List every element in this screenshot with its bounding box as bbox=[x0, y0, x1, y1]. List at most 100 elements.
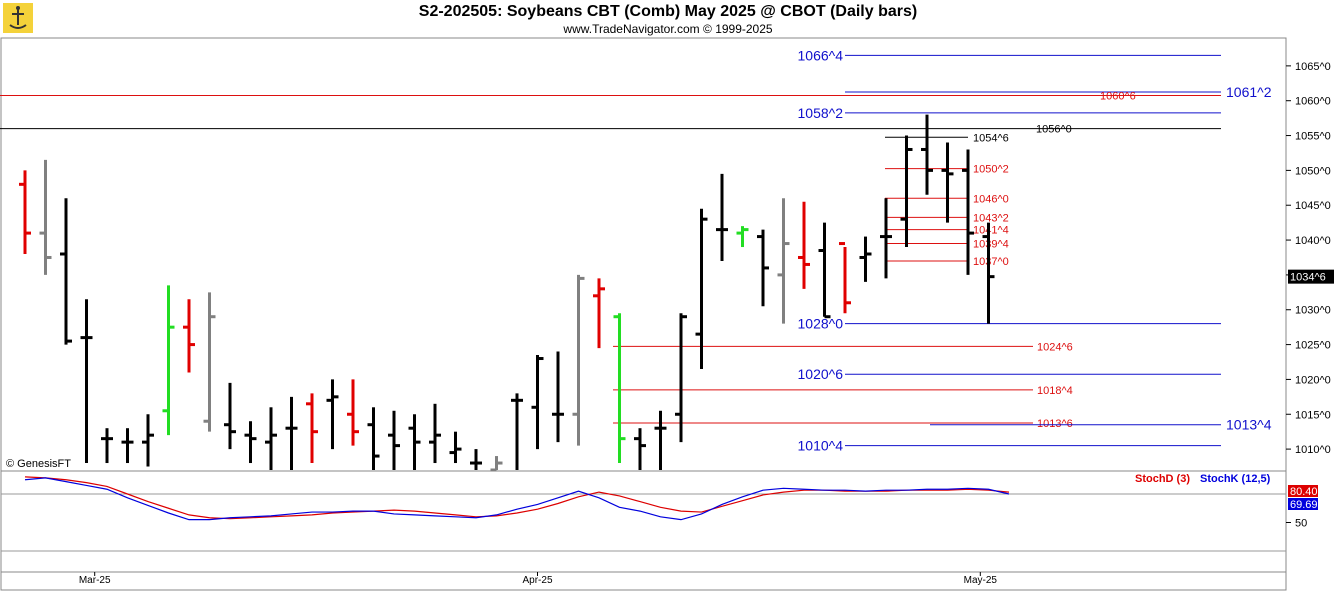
level-label: 1018^4 bbox=[1037, 385, 1073, 397]
last-price-box bbox=[1288, 269, 1334, 284]
price-tick-label: 1020^0 bbox=[1295, 374, 1331, 386]
level-label: 1046^0 bbox=[973, 193, 1009, 205]
ohlc-bar bbox=[224, 382, 236, 450]
stochd-legend: StochD (3) bbox=[1135, 473, 1190, 485]
level-label: 1020^6 bbox=[798, 366, 844, 382]
ohlc-bar bbox=[593, 278, 605, 349]
level-label: 1060^6 bbox=[1100, 90, 1136, 102]
ohlc-bar bbox=[962, 149, 974, 275]
ohlc-bar bbox=[552, 351, 564, 443]
stochd-value: 80.40 bbox=[1290, 486, 1318, 498]
ohlc-bar bbox=[941, 142, 954, 223]
ohlc-bar bbox=[80, 299, 93, 464]
ohlc-bar bbox=[490, 456, 503, 472]
date-tick-label: Apr-25 bbox=[522, 575, 552, 586]
ohlc-bar bbox=[121, 428, 134, 464]
ohlc-bar bbox=[921, 114, 933, 195]
level-label: 1050^2 bbox=[973, 164, 1009, 176]
stochk-value: 69.69 bbox=[1290, 499, 1318, 511]
ohlc-bar bbox=[326, 379, 339, 450]
ohlc-bar bbox=[449, 431, 462, 464]
stochk-value-box bbox=[1288, 498, 1318, 510]
level-label: 1024^6 bbox=[1037, 341, 1073, 353]
ohlc-bar bbox=[511, 393, 523, 470]
stochd-line bbox=[24, 476, 1010, 520]
ohlc-bar bbox=[982, 222, 995, 324]
ohlc-bar bbox=[798, 201, 810, 289]
price-tick-label: 1015^0 bbox=[1295, 409, 1331, 421]
price-tick-label: 1045^0 bbox=[1295, 200, 1331, 212]
price-levels: 1066^4 1061^2 1060^6 1058^2 1056^0 1054^6 1050… bbox=[0, 47, 1272, 454]
level-label: 1010^4 bbox=[798, 438, 844, 454]
price-tick-label: 1030^0 bbox=[1295, 305, 1331, 317]
ohlc-bar bbox=[306, 393, 318, 464]
ohlc-bar bbox=[60, 198, 72, 345]
ohlc-bar bbox=[531, 355, 544, 450]
ohlc-bar bbox=[572, 274, 585, 446]
level-label: 1056^0 bbox=[1036, 124, 1072, 136]
ohlc-bar bbox=[162, 285, 175, 436]
price-tick-label: 1060^0 bbox=[1295, 96, 1331, 108]
level-label: 1039^4 bbox=[973, 239, 1009, 251]
level-label: 1041^4 bbox=[973, 225, 1009, 237]
level-label: 1066^4 bbox=[798, 47, 844, 63]
chart-subtitle: www.TradeNavigator.com © 1999-2025 bbox=[563, 22, 773, 36]
ohlc-bar bbox=[39, 159, 52, 275]
ohlc-bar bbox=[101, 428, 113, 464]
ohlc-bar bbox=[880, 198, 892, 279]
level-label: 1054^6 bbox=[973, 132, 1009, 144]
plot-border bbox=[0, 37, 1287, 591]
chart-header: S2-202505: Soybeans CBT (Comb) May 2025 … bbox=[0, 0, 1336, 38]
ohlc-bar bbox=[347, 379, 359, 446]
price-tick-label: 1065^0 bbox=[1295, 61, 1331, 73]
ohlc-bar bbox=[654, 410, 667, 470]
level-label: 1043^2 bbox=[973, 212, 1009, 224]
ohlc-bar bbox=[470, 449, 482, 470]
price-tick-label: 1040^0 bbox=[1295, 235, 1331, 247]
level-label: 1013^4 bbox=[1226, 417, 1272, 433]
ohlc-bar bbox=[695, 208, 708, 369]
ohlc-bar bbox=[818, 222, 831, 319]
level-label: 1061^2 bbox=[1226, 84, 1272, 100]
date-tick-label: May-25 bbox=[964, 575, 998, 586]
chart-frame bbox=[0, 37, 1287, 591]
stochd-value-box bbox=[1288, 485, 1318, 497]
date-axis: Mar-25 Apr-25 May-25 bbox=[79, 572, 998, 586]
level-label: 1058^2 bbox=[798, 105, 844, 121]
ohlc-bar bbox=[839, 242, 851, 314]
level-label: 1013^6 bbox=[1037, 418, 1073, 430]
date-tick-label: Mar-25 bbox=[79, 575, 111, 586]
ohlc-bar bbox=[285, 396, 298, 470]
ohlc-bar bbox=[675, 313, 687, 443]
chart-title: S2-202505: Soybeans CBT (Comb) May 2025 … bbox=[418, 3, 918, 20]
ohlc-bars bbox=[19, 114, 995, 472]
trade-navigator-logo-icon bbox=[3, 3, 33, 33]
ohlc-bar bbox=[142, 414, 154, 467]
ohlc-bar bbox=[367, 407, 380, 470]
price-tick-label: 1055^0 bbox=[1295, 131, 1331, 143]
price-tick-label: 1010^0 bbox=[1295, 444, 1331, 456]
stoch-tick-label: 50 bbox=[1295, 518, 1307, 530]
ohlc-bar bbox=[716, 173, 728, 261]
ohlc-bar bbox=[429, 403, 441, 464]
level-label: 1028^0 bbox=[798, 316, 844, 332]
ohlc-bar bbox=[388, 410, 400, 470]
ohlc-bar bbox=[408, 414, 421, 470]
ohlc-bar bbox=[265, 407, 277, 470]
ohlc-bar bbox=[244, 421, 257, 464]
price-tick-label: 1050^0 bbox=[1295, 165, 1331, 177]
price-tick-label: 1025^0 bbox=[1295, 340, 1331, 352]
last-price-label: 1034^6 bbox=[1290, 272, 1326, 284]
ohlc-bar bbox=[757, 229, 769, 307]
price-axis: 1065^01060^01055^01050^01045^01040^01035… bbox=[1286, 61, 1334, 456]
ohlc-bar bbox=[900, 135, 913, 248]
ohlc-bar bbox=[183, 299, 195, 373]
ohlc-bar bbox=[634, 428, 646, 470]
ohlc-bar bbox=[859, 236, 872, 282]
ohlc-bar bbox=[736, 226, 749, 248]
level-label: 1037^0 bbox=[973, 256, 1009, 268]
watermark: © GenesisFT bbox=[6, 458, 71, 470]
stochk-line bbox=[24, 477, 1010, 521]
